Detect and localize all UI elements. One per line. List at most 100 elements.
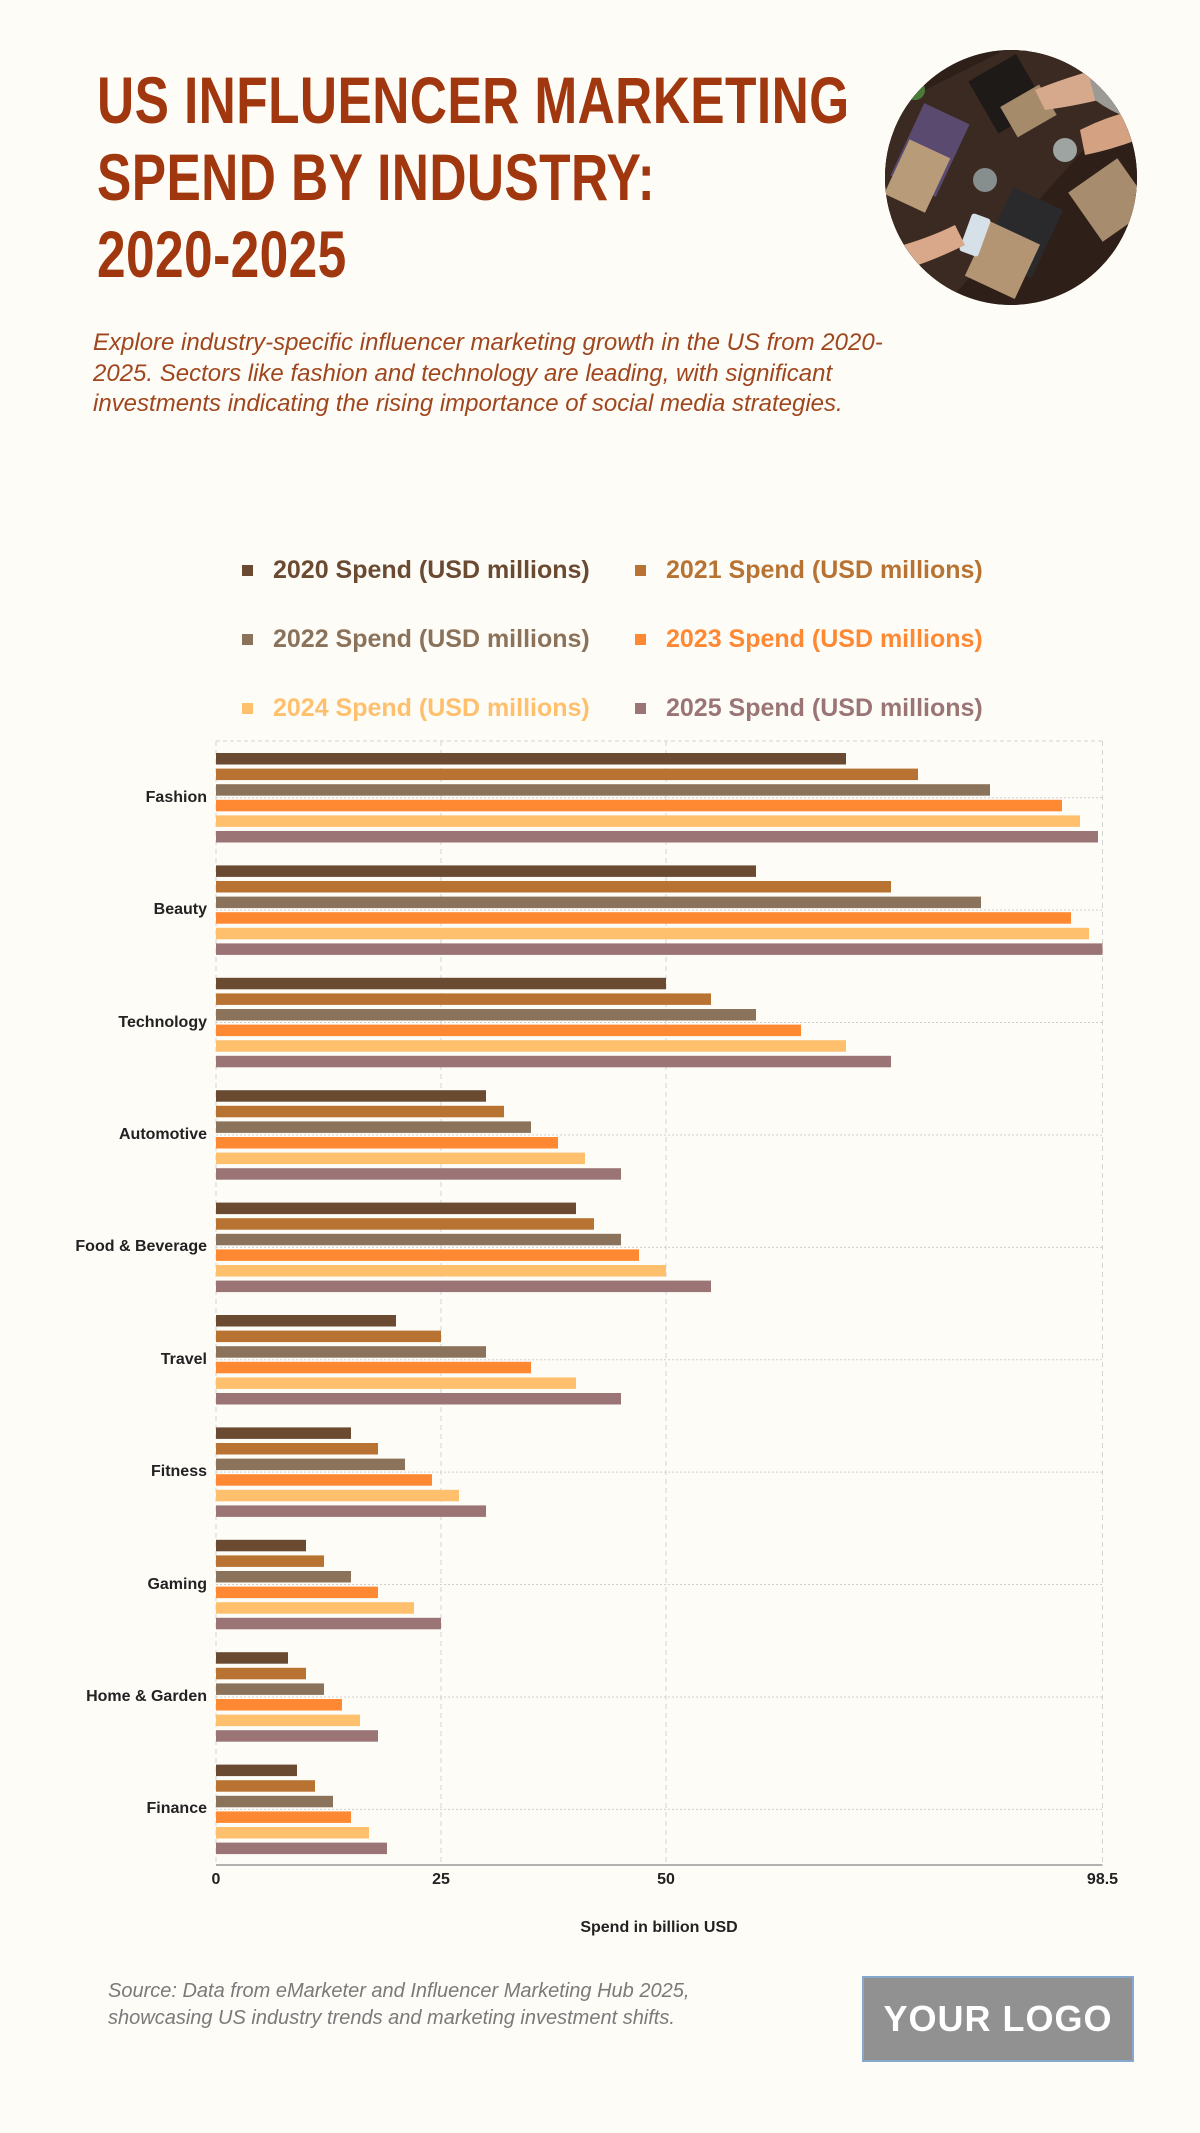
bar — [216, 1699, 342, 1711]
legend-label: 2023 Spend (USD millions) — [666, 624, 983, 653]
bar — [216, 1458, 405, 1471]
bar — [216, 1795, 333, 1808]
bar — [216, 927, 1089, 940]
bar — [216, 1105, 504, 1118]
category-label: Automotive — [119, 1125, 207, 1143]
bar — [216, 831, 1098, 843]
bar — [216, 943, 1103, 955]
source-note: Source: Data from eMarketer and Influenc… — [108, 1980, 690, 2029]
legend-swatch — [242, 702, 253, 714]
bar — [216, 1489, 459, 1502]
bar — [216, 1249, 639, 1261]
bar — [216, 1121, 531, 1133]
title-line-2: SPEND BY INDUSTRY: — [97, 140, 656, 214]
bar — [216, 1827, 369, 1839]
bar — [216, 1090, 486, 1102]
bar — [216, 1024, 801, 1037]
bar — [216, 1780, 315, 1792]
legend-swatch — [242, 633, 253, 645]
legend-label: 2020 Spend (USD millions) — [273, 555, 590, 584]
bar — [216, 896, 981, 909]
legend-item: 2022 Spend (USD millions) — [242, 624, 590, 654]
bar — [216, 1764, 297, 1777]
bar — [216, 1377, 576, 1389]
bar — [216, 1667, 306, 1680]
bar — [216, 1137, 558, 1149]
x-tick-label: 0 — [211, 1871, 221, 1888]
category-label: Gaming — [147, 1575, 207, 1593]
bar — [216, 1427, 351, 1439]
bar — [216, 977, 666, 990]
bar — [216, 1055, 891, 1068]
bar — [216, 1009, 756, 1021]
bar — [216, 1555, 324, 1567]
legend-item: 2020 Spend (USD millions) — [242, 555, 590, 585]
legend-item: 2023 Spend (USD millions) — [635, 624, 983, 654]
bar — [216, 993, 711, 1005]
bar — [216, 1617, 441, 1630]
bar — [216, 1571, 351, 1583]
bar — [216, 1168, 621, 1180]
bar — [216, 1315, 396, 1327]
category-label: Beauty — [153, 901, 207, 919]
header-photo — [885, 50, 1137, 305]
x-axis-title: Spend in billion USD — [580, 1919, 738, 1936]
bar — [216, 1330, 441, 1343]
x-tick-label: 25 — [432, 1871, 450, 1888]
bar — [216, 1040, 846, 1052]
subtitle: Explore industry-specific influencer mar… — [93, 329, 883, 417]
bar — [216, 768, 918, 781]
bar — [216, 1233, 621, 1246]
category-label: Technology — [118, 1013, 207, 1031]
legend-item: 2021 Spend (USD millions) — [635, 555, 983, 585]
legend-label: 2024 Spend (USD millions) — [273, 693, 590, 722]
legend-label: 2025 Spend (USD millions) — [666, 693, 983, 722]
bar — [216, 1443, 378, 1455]
bar — [216, 753, 846, 765]
bar — [216, 1714, 360, 1727]
legend-label: 2022 Spend (USD millions) — [273, 624, 590, 653]
bar — [216, 865, 756, 877]
legend-swatch — [635, 564, 646, 576]
x-tick-label: 98.5 — [1086, 1871, 1119, 1888]
legend-item: 2025 Spend (USD millions) — [635, 693, 983, 723]
bar — [216, 1586, 378, 1599]
bar — [216, 815, 1080, 827]
legend-swatch — [635, 702, 646, 714]
bar — [216, 1265, 666, 1277]
category-label: Travel — [160, 1350, 207, 1368]
bar — [216, 1602, 414, 1614]
bar — [216, 1842, 387, 1855]
category-label: Finance — [146, 1800, 207, 1818]
legend-label: 2021 Spend (USD millions) — [666, 555, 983, 584]
bar — [216, 1218, 594, 1230]
bar — [216, 1811, 351, 1823]
legend-item: 2024 Spend (USD millions) — [242, 693, 590, 723]
bar — [216, 784, 990, 796]
bar — [216, 1280, 711, 1293]
bar — [216, 1652, 288, 1664]
category-label: Home & Garden — [86, 1687, 207, 1705]
x-tick-label: 50 — [657, 1871, 675, 1888]
category-label: Food & Beverage — [75, 1238, 207, 1256]
bar — [216, 1730, 378, 1742]
title-line-3: 2020-2025 — [97, 217, 347, 291]
category-label: Fitness — [150, 1463, 207, 1481]
bar — [216, 1539, 306, 1552]
bar — [216, 1152, 585, 1165]
bar — [216, 1346, 486, 1358]
category-label: Fashion — [145, 788, 207, 806]
bar — [216, 1202, 576, 1215]
legend-swatch — [242, 564, 253, 576]
bar — [216, 799, 1062, 812]
bar — [216, 881, 891, 893]
bar — [216, 1505, 486, 1517]
bar — [216, 912, 1071, 924]
bar — [216, 1393, 621, 1405]
bar — [216, 1683, 324, 1695]
photo-illustration — [885, 50, 1137, 305]
bar — [216, 1474, 432, 1486]
logo-placeholder: YOUR LOGO — [862, 1976, 1134, 2062]
bar — [216, 1361, 531, 1374]
